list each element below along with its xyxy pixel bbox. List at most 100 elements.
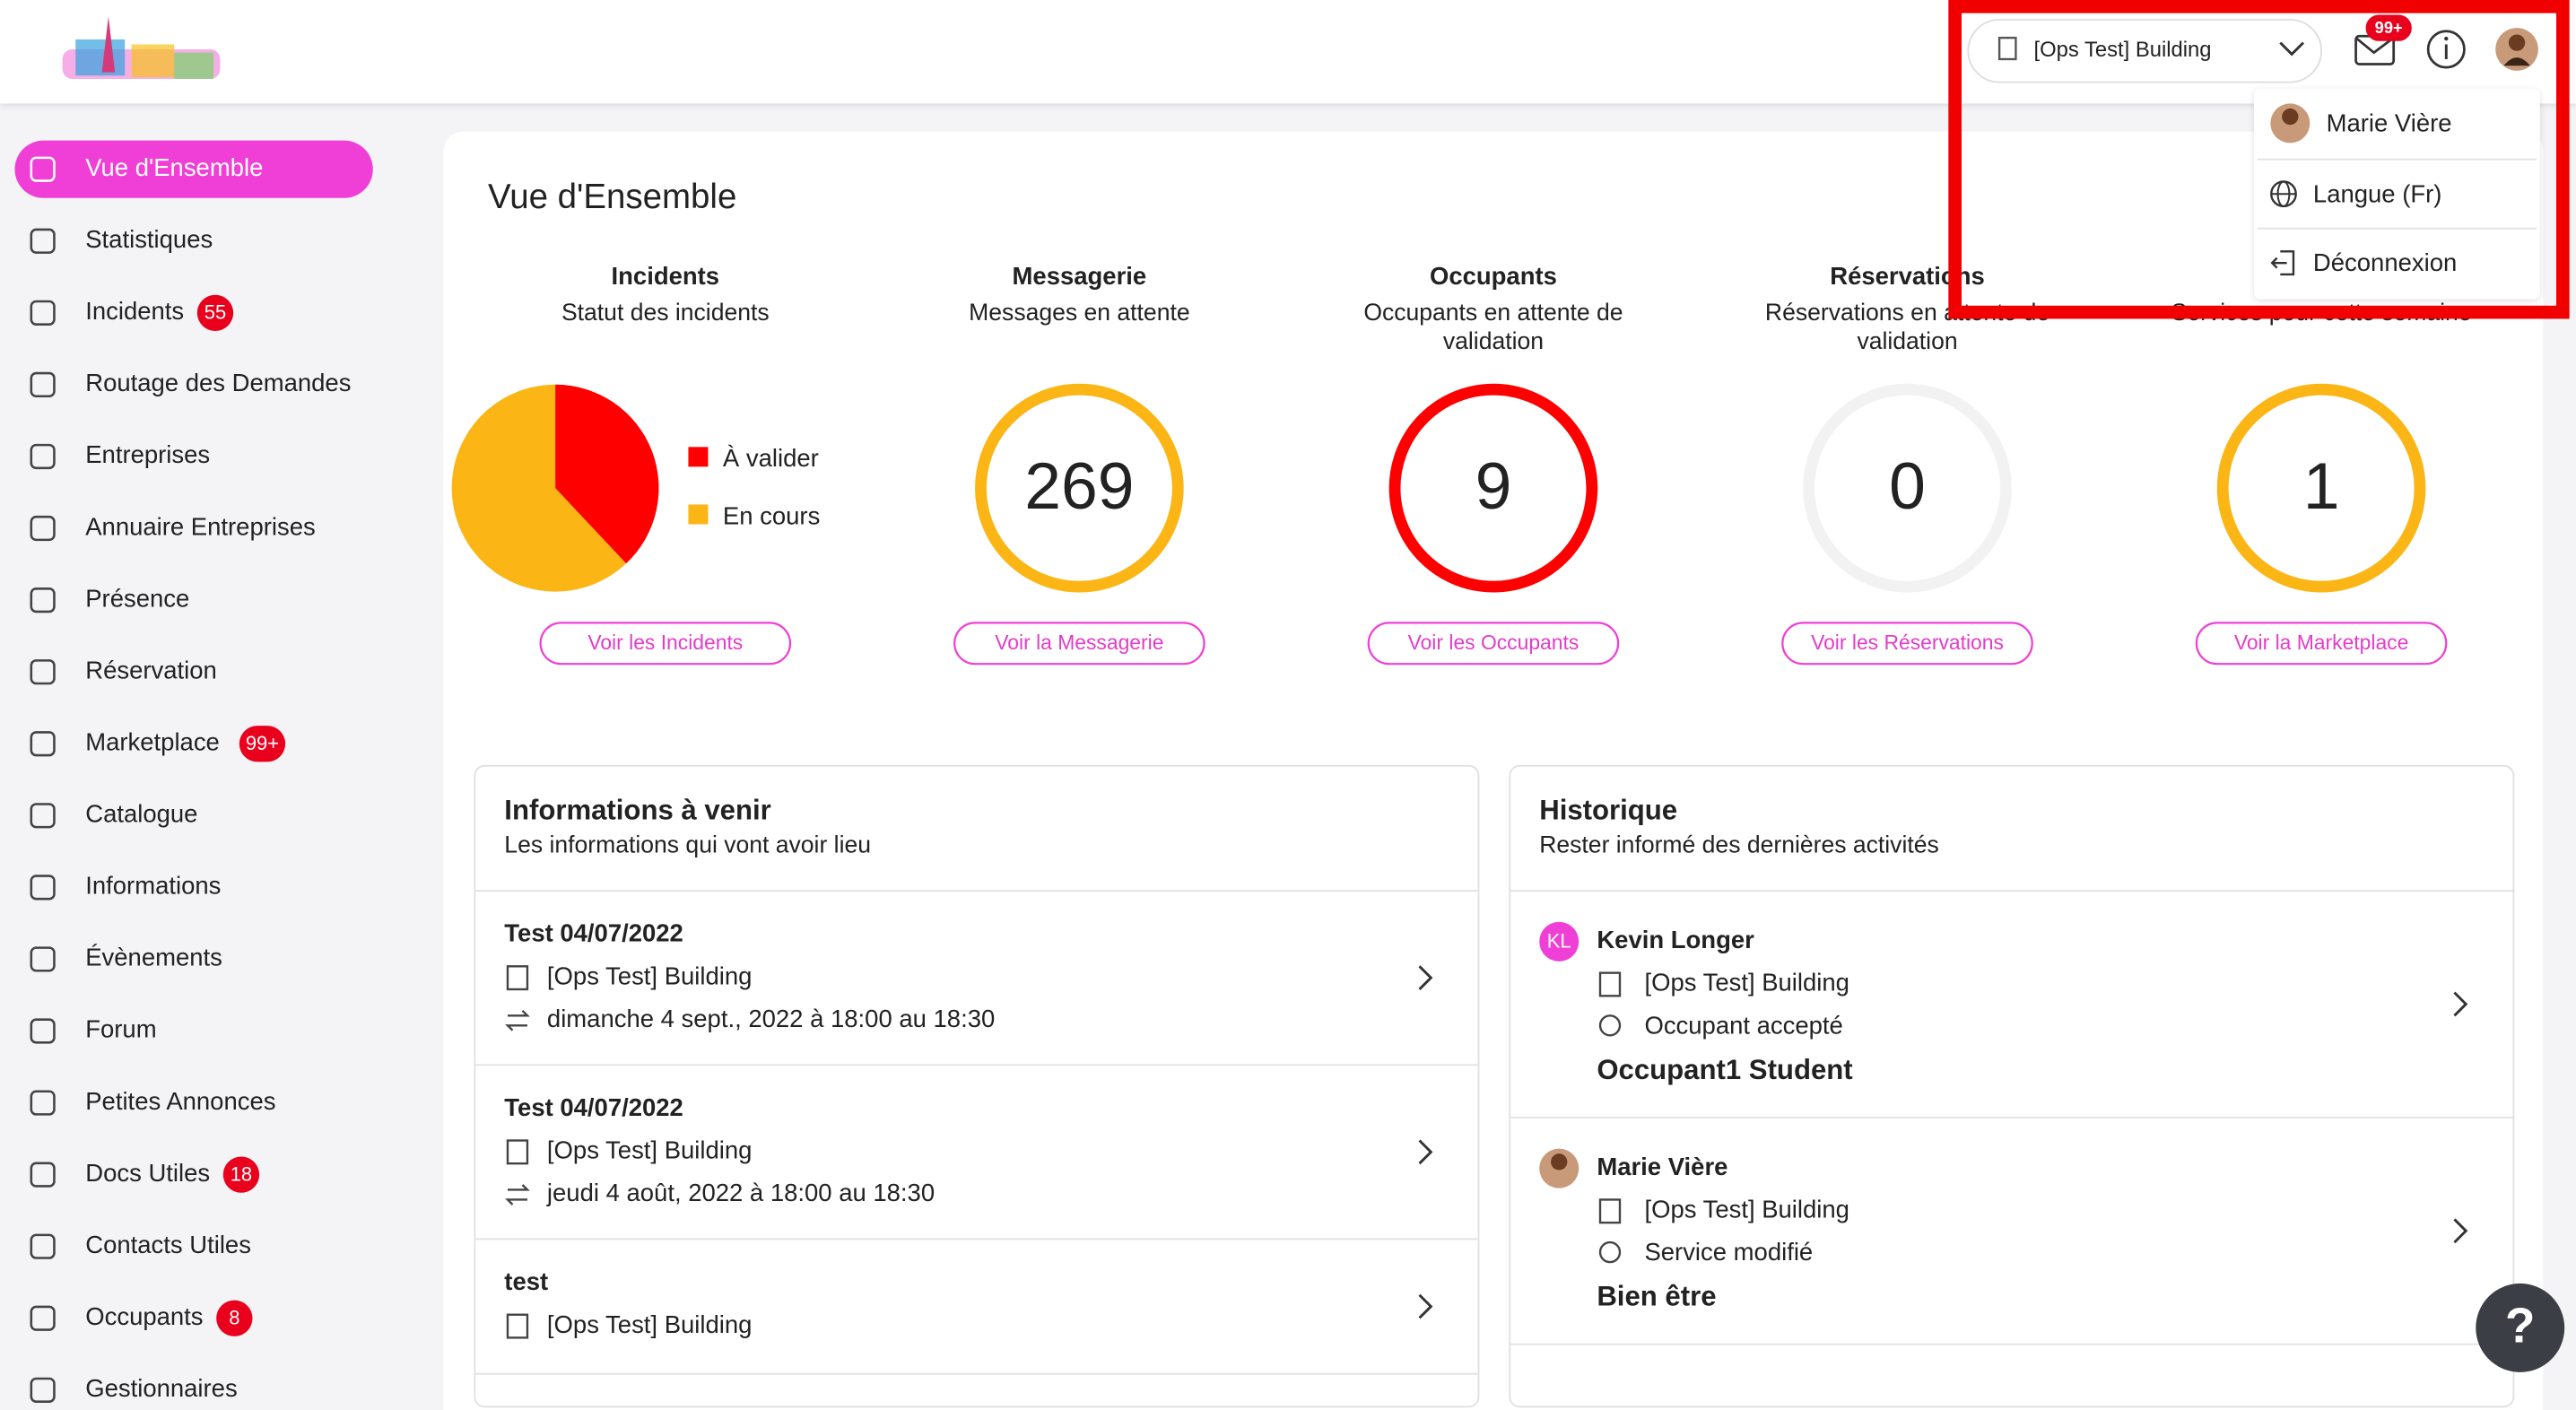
sidebar-icon xyxy=(30,803,56,829)
history-building: [Ops Test] Building xyxy=(1644,1196,1849,1223)
chevron[interactable] xyxy=(1418,1139,1433,1165)
stat-value: 0 xyxy=(1889,449,1926,523)
badge: 99+ xyxy=(246,732,279,754)
avatar-hair xyxy=(1551,1153,1568,1171)
chevron[interactable] xyxy=(1418,1293,1433,1319)
sidebar-item[interactable]: Présence xyxy=(85,584,189,612)
chevron[interactable] xyxy=(2453,991,2468,1017)
legend-swatch xyxy=(688,504,709,525)
chevron[interactable] xyxy=(2453,1218,2468,1244)
mail-badge: 99+ xyxy=(2375,18,2403,37)
legend-label: En cours xyxy=(723,501,820,529)
stat-subtitle: validation xyxy=(1857,327,1957,354)
legend-label: À valider xyxy=(723,444,819,472)
sidebar-icon xyxy=(30,1233,56,1259)
sidebar-item[interactable]: Petites Annonces xyxy=(85,1087,275,1115)
history-name: Kevin Longer xyxy=(1597,926,1754,953)
recurring-icon xyxy=(505,1009,530,1031)
sidebar-item[interactable]: Entreprises xyxy=(85,440,210,468)
stat-button-label: Voir la Marketplace xyxy=(2234,631,2409,654)
svg-text:?: ? xyxy=(2505,1298,2536,1353)
panel xyxy=(474,764,1480,1408)
initials: KL xyxy=(1547,930,1571,953)
active-pill xyxy=(14,140,373,198)
history-target: Occupant1 Student xyxy=(1597,1054,1852,1085)
building-label: [Ops Test] Building xyxy=(2034,38,2212,62)
stat-title: Incidents xyxy=(612,262,720,290)
sidebar-icon xyxy=(30,515,56,542)
panel xyxy=(1509,764,2515,1408)
help-button[interactable]: ? xyxy=(2476,1283,2565,1372)
item-building: [Ops Test] Building xyxy=(547,1136,752,1164)
history-target: Bien être xyxy=(1597,1281,1716,1312)
building-select[interactable] xyxy=(1967,19,2323,83)
stat-button[interactable] xyxy=(953,622,1205,666)
sidebar-item[interactable]: Statistiques xyxy=(85,225,213,253)
sidebar-item[interactable]: Réservation xyxy=(85,656,217,683)
sidebar-icon xyxy=(30,300,56,326)
info-icon[interactable] xyxy=(2426,30,2466,69)
sidebar-item[interactable]: Vue d'Ensemble xyxy=(85,153,263,181)
page-title: Vue d'Ensemble xyxy=(488,178,736,216)
sidebar-icon xyxy=(30,228,56,254)
sidebar-item[interactable]: Docs Utiles xyxy=(85,1159,210,1187)
recurring-icon xyxy=(505,1184,530,1205)
stat-subtitle: Statut des incidents xyxy=(561,299,770,326)
stat-button-label: Voir les Réservations xyxy=(1811,631,2004,654)
sidebar-item[interactable]: Annuaire Entreprises xyxy=(85,512,315,540)
sidebar-icon xyxy=(30,1018,56,1044)
stat-value: 269 xyxy=(1024,449,1134,523)
initials-avatar xyxy=(1539,921,1580,962)
stat-title: Messagerie xyxy=(1013,262,1147,290)
badge: 8 xyxy=(229,1306,239,1328)
sidebar-icon xyxy=(30,371,56,398)
stat-button[interactable] xyxy=(539,622,792,666)
badge-bg xyxy=(222,1156,260,1193)
sidebar-icon xyxy=(30,1090,56,1116)
sidebar-item[interactable]: Catalogue xyxy=(85,800,197,828)
building-icon xyxy=(1598,1198,1622,1224)
item-date: jeudi 4 août, 2022 à 18:00 au 18:30 xyxy=(546,1179,935,1206)
sidebar-item[interactable]: Occupants xyxy=(85,1302,203,1330)
sidebar-item[interactable]: Incidents xyxy=(85,297,184,325)
sidebar-icon xyxy=(30,1162,56,1188)
stat-title: Occupants xyxy=(1430,262,1557,290)
history-action: Occupant accepté xyxy=(1644,1011,1842,1039)
stat-button[interactable] xyxy=(2195,622,2448,666)
stat-value: 1 xyxy=(2303,449,2340,523)
item-building: [Ops Test] Building xyxy=(547,962,752,989)
menu-item[interactable]: Déconnexion xyxy=(2313,248,2457,276)
sidebar-icon xyxy=(30,946,56,972)
sidebar-item[interactable]: Évènements xyxy=(85,944,222,971)
sidebar-item[interactable]: Routage des Demandes xyxy=(85,369,351,396)
sidebar-icon xyxy=(30,588,56,614)
history-action: Service modifié xyxy=(1644,1238,1813,1266)
user-menu: Marie Vière Langue (Fr) Déconnexion xyxy=(2254,88,2540,300)
history-name: Marie Vière xyxy=(1597,1153,1727,1180)
item-title: Test 04/07/2022 xyxy=(504,1093,683,1121)
sidebar-icon xyxy=(30,1305,56,1331)
menu-item[interactable]: Marie Vière xyxy=(2327,109,2452,136)
sidebar-item[interactable]: Marketplace xyxy=(85,727,220,755)
sidebar-item[interactable]: Informations xyxy=(85,872,221,900)
stat-subtitle: Occupants en attente de xyxy=(1363,299,1623,326)
chevron[interactable] xyxy=(1418,965,1433,991)
stat-ring xyxy=(1388,383,1598,593)
sidebar-item[interactable]: Forum xyxy=(85,1015,156,1043)
item-building: [Ops Test] Building xyxy=(547,1310,752,1338)
panel-title: Informations à venir xyxy=(504,794,770,825)
stat-subtitle: Messages en attente xyxy=(969,299,1189,326)
stat-button[interactable] xyxy=(1367,622,1620,666)
stat-button[interactable] xyxy=(1781,622,2033,666)
stat-subtitle: validation xyxy=(1443,327,1544,354)
sidebar-item[interactable]: Contacts Utiles xyxy=(85,1231,251,1258)
badge-bg xyxy=(239,726,286,762)
sidebar-icon xyxy=(30,443,56,470)
menu-item[interactable]: Langue (Fr) xyxy=(2313,179,2441,207)
sidebar-item[interactable]: Gestionnaires xyxy=(85,1374,237,1402)
avatar[interactable] xyxy=(2495,28,2538,71)
mail-badge-bg xyxy=(2365,14,2412,41)
panel-subtitle: Les informations qui vont avoir lieu xyxy=(504,831,871,858)
